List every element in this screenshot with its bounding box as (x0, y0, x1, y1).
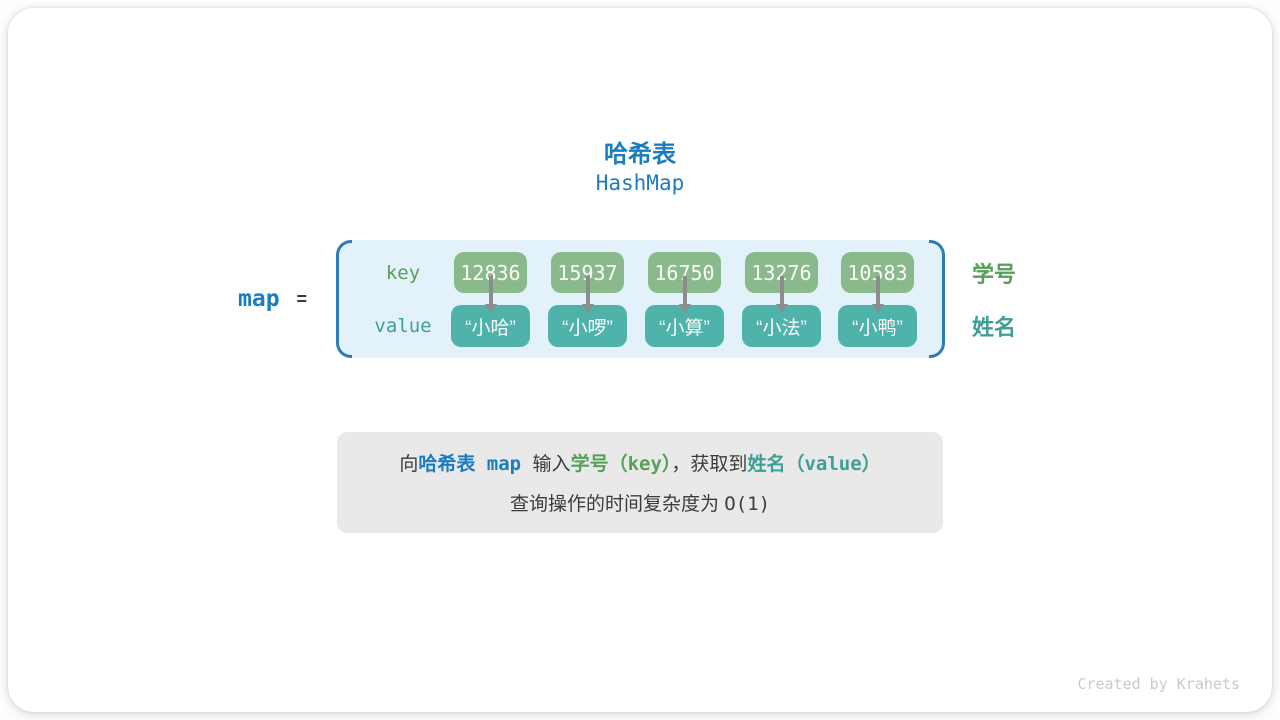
caption-seg-value-paren: ） (861, 454, 881, 475)
caption-box: 向哈希表 map 输入学号（key），获取到姓名（value） 查询操作的时间复… (337, 432, 943, 533)
hashmap-container: key value 12836 “小哈” 15937 “小啰” 16750 “小… (336, 240, 945, 358)
hashmap-entry: 10583 “小鸭” (838, 252, 917, 347)
value-cell: “小鸭” (838, 305, 917, 347)
map-variable-label: map (238, 286, 280, 312)
caption-seg: 向 (399, 454, 419, 475)
complexity-notation: O(1) (724, 493, 771, 515)
diagram-card: 哈希表 HashMap map = key value 12836 “小哈” 1… (8, 8, 1272, 712)
caption-seg-key-paren: ） (661, 454, 672, 475)
caption-seg-key: key (627, 453, 662, 475)
hashmap-entry: 15937 “小啰” (548, 252, 627, 347)
caption-seg-map: map (475, 453, 533, 475)
watermark: Created by Krahets (1077, 675, 1240, 693)
down-arrow-icon (871, 276, 884, 313)
page-title: 哈希表 (604, 141, 676, 168)
map-expression: map = (238, 240, 307, 358)
caption-line-2: 查询操作的时间复杂度为 O(1) (510, 489, 770, 516)
caption-seg-value-zh: 姓名（ (747, 454, 805, 475)
caption-line-1: 向哈希表 map 输入学号（key），获取到姓名（value） (399, 449, 880, 476)
caption-seg-hashmap: 哈希表 (418, 454, 476, 475)
caption-seg: 输入 (532, 454, 571, 475)
caption-seg-key-zh: 学号（ (570, 454, 628, 475)
down-arrow-icon (581, 276, 594, 313)
hashmap-entry: 13276 “小法” (742, 252, 821, 347)
page-subtitle: HashMap (595, 171, 685, 195)
caption-seg-value: value (804, 453, 862, 475)
down-arrow-icon (678, 276, 691, 313)
value-cell: “小哈” (451, 305, 530, 347)
hashmap-entry: 12836 “小哈” (451, 252, 530, 347)
keys-side-label: 学号 (972, 261, 1017, 287)
down-arrow-icon (484, 276, 497, 313)
down-arrow-icon (775, 276, 788, 313)
equals-sign: = (296, 288, 308, 309)
right-bracket-icon (929, 240, 945, 358)
hashmap-entry: 16750 “小算” (645, 252, 724, 347)
caption-seg: ，获取到 (671, 454, 748, 475)
value-row-label: value (374, 315, 432, 337)
complexity-text: 查询操作的时间复杂度为 (509, 494, 725, 515)
key-cell: 13276 (745, 252, 818, 293)
values-side-label: 姓名 (972, 315, 1017, 340)
key-row-label: key (385, 261, 421, 284)
left-bracket-icon (336, 240, 352, 358)
